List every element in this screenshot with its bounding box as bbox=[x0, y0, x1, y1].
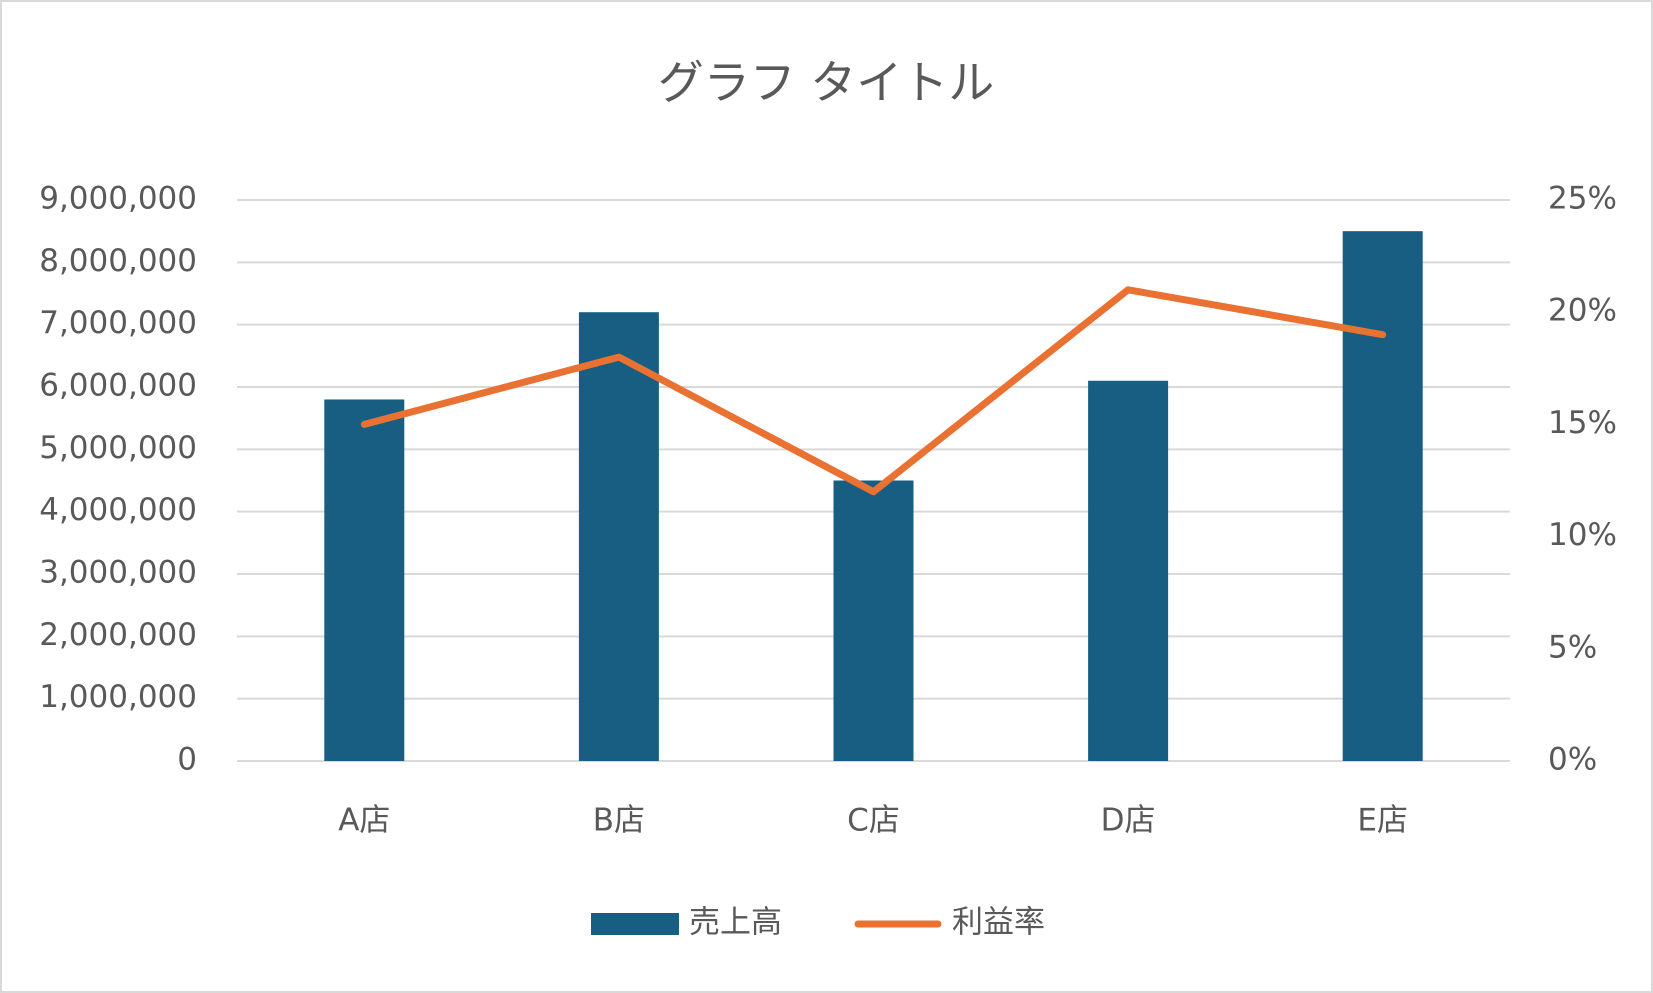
bar bbox=[1088, 380, 1169, 761]
chart-title: グラフ タイトル bbox=[658, 56, 995, 110]
x-tick-label: C店 bbox=[847, 803, 900, 839]
y2-tick-label: 25% bbox=[1548, 181, 1617, 217]
bar bbox=[324, 399, 405, 761]
bar bbox=[1342, 231, 1423, 761]
x-tick-label: D店 bbox=[1101, 803, 1156, 839]
bar bbox=[578, 312, 659, 761]
y-tick-label: 8,000,000 bbox=[39, 243, 197, 279]
x-tick-label: A店 bbox=[338, 803, 390, 839]
y-tick-label: 2,000,000 bbox=[39, 617, 197, 653]
y-tick-label: 5,000,000 bbox=[39, 430, 197, 466]
legend-label: 売上高 bbox=[689, 905, 782, 941]
y-tick-label: 4,000,000 bbox=[39, 492, 197, 528]
y-tick-label: 3,000,000 bbox=[39, 555, 197, 591]
y2-tick-label: 5% bbox=[1548, 629, 1597, 665]
y-tick-label: 7,000,000 bbox=[39, 305, 197, 341]
y2-tick-label: 10% bbox=[1548, 517, 1617, 553]
x-tick-label: E店 bbox=[1357, 803, 1408, 839]
y2-tick-label: 15% bbox=[1548, 405, 1617, 441]
legend-label: 利益率 bbox=[952, 905, 1045, 941]
x-tick-label: B店 bbox=[593, 803, 645, 839]
y-tick-label: 0 bbox=[177, 742, 197, 778]
legend-swatch bbox=[591, 913, 679, 935]
bar bbox=[833, 480, 914, 761]
y-tick-label: 1,000,000 bbox=[39, 679, 197, 715]
y2-tick-label: 20% bbox=[1548, 293, 1617, 329]
y-tick-label: 6,000,000 bbox=[39, 368, 197, 404]
y2-tick-label: 0% bbox=[1548, 742, 1597, 778]
line bbox=[360, 286, 1387, 496]
y-tick-label: 9,000,000 bbox=[39, 181, 197, 217]
